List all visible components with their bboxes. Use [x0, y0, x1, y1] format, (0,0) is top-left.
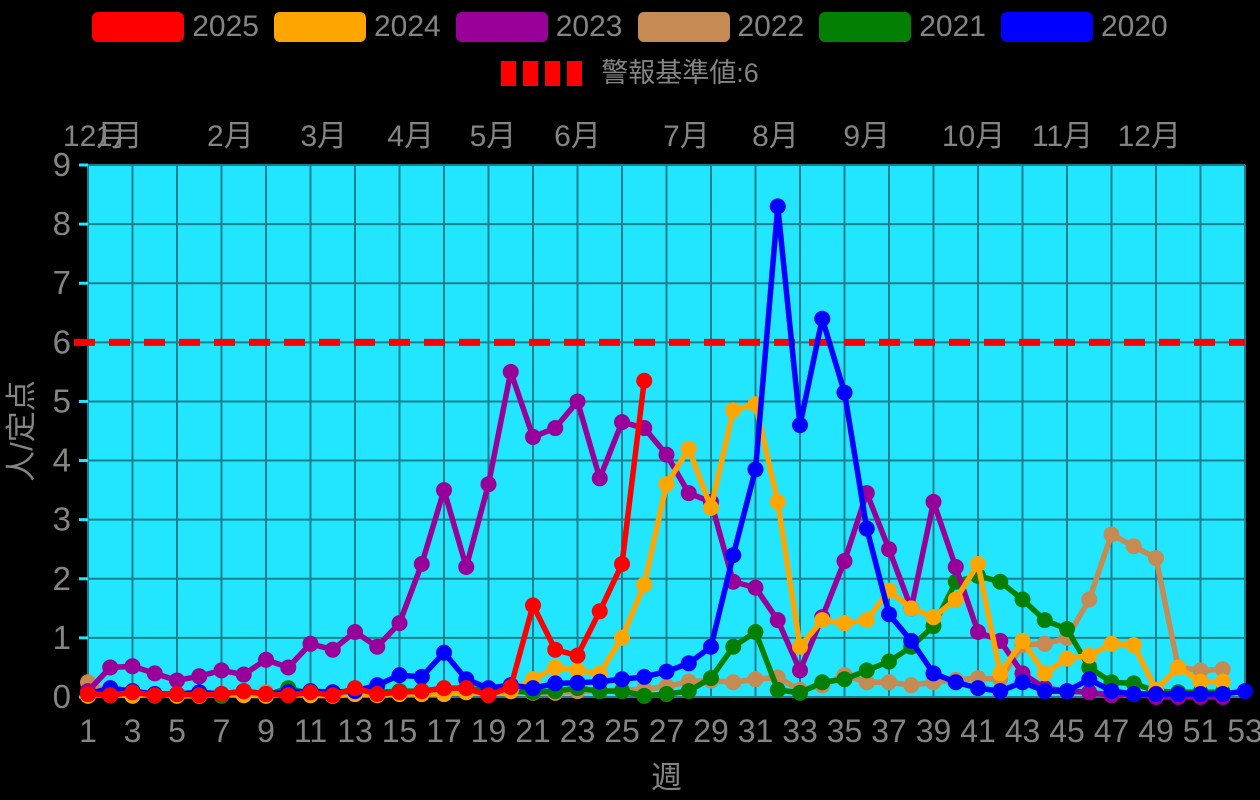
y-axis-title: 人/定点 — [4, 380, 39, 482]
svg-text:49: 49 — [1138, 713, 1174, 749]
legend-item-2021: 2021 — [819, 12, 986, 42]
legend-label: 2023 — [555, 10, 623, 43]
legend-item-2025: 2025 — [92, 12, 259, 42]
legend-item-2020: 2020 — [1001, 12, 1168, 42]
svg-text:3: 3 — [124, 713, 142, 749]
svg-text:11月: 11月 — [1032, 120, 1093, 153]
svg-text:1月: 1月 — [96, 120, 143, 153]
threshold-legend: 警報基準値:6 — [0, 60, 1260, 87]
svg-text:39: 39 — [916, 713, 952, 749]
svg-text:3: 3 — [53, 501, 71, 538]
svg-text:41: 41 — [960, 713, 996, 749]
svg-text:45: 45 — [1049, 713, 1085, 749]
x-axis-labels: 1 3 5 7 9 11 13 15 17 19 21 23 25 27 29 31 33 35 37 39 41 43 4… — [79, 713, 1260, 749]
svg-text:10月: 10月 — [942, 120, 1005, 153]
svg-text:12月: 12月 — [63, 120, 126, 153]
svg-text:25: 25 — [604, 713, 640, 749]
svg-text:13: 13 — [337, 713, 373, 749]
svg-text:31: 31 — [738, 713, 774, 749]
legend-item-2024: 2024 — [274, 12, 441, 42]
svg-text:6月: 6月 — [554, 120, 601, 153]
svg-text:2: 2 — [53, 560, 71, 597]
svg-text:5月: 5月 — [470, 120, 517, 153]
svg-text:9: 9 — [257, 713, 275, 749]
svg-text:23: 23 — [560, 713, 596, 749]
svg-text:11: 11 — [294, 713, 327, 749]
svg-text:17: 17 — [426, 713, 462, 749]
svg-text:0: 0 — [53, 678, 71, 715]
svg-text:43: 43 — [1005, 713, 1041, 749]
legend-swatch-2025 — [92, 12, 185, 42]
svg-text:29: 29 — [693, 713, 729, 749]
y-axis-ticks — [79, 163, 88, 699]
svg-text:5: 5 — [168, 713, 186, 749]
y-axis-labels: 0 1 2 3 4 5 6 7 8 9 — [53, 146, 71, 715]
svg-text:7: 7 — [213, 713, 231, 749]
svg-text:37: 37 — [871, 713, 907, 749]
x-axis-title: 週 — [651, 760, 682, 795]
svg-text:21: 21 — [515, 713, 551, 749]
legend-item-2022: 2022 — [637, 10, 805, 43]
svg-text:19: 19 — [471, 713, 507, 749]
svg-text:51: 51 — [1183, 713, 1219, 749]
svg-text:4月: 4月 — [387, 120, 434, 153]
svg-text:8月: 8月 — [752, 120, 799, 153]
series-2025 — [80, 372, 653, 704]
legend-label: 2022 — [737, 10, 805, 43]
svg-text:4: 4 — [53, 442, 71, 479]
threshold-line-sample-icon — [501, 61, 590, 86]
svg-text:7月: 7月 — [663, 120, 710, 153]
svg-text:1: 1 — [79, 713, 97, 749]
svg-text:27: 27 — [649, 713, 685, 749]
svg-text:47: 47 — [1094, 713, 1130, 749]
svg-text:2月: 2月 — [207, 120, 254, 153]
threshold-label: 警報基準値:6 — [601, 58, 759, 88]
svg-text:33: 33 — [782, 713, 818, 749]
svg-text:12月: 12月 — [1118, 120, 1181, 153]
legend-label: 2025 — [192, 10, 259, 43]
svg-text:8: 8 — [53, 205, 71, 242]
svg-text:35: 35 — [827, 713, 863, 749]
legend-swatch-2021 — [819, 12, 912, 42]
legend-label: 2020 — [1101, 10, 1168, 43]
svg-text:9月: 9月 — [843, 120, 890, 153]
legend-swatch-2022 — [637, 12, 730, 42]
svg-text:1: 1 — [53, 619, 71, 656]
legend-label: 2024 — [374, 10, 441, 43]
svg-text:5: 5 — [53, 382, 71, 419]
svg-text:3月: 3月 — [301, 120, 348, 153]
legend-item-2023: 2023 — [455, 10, 623, 43]
svg-text:53: 53 — [1227, 713, 1260, 749]
legend-label: 2021 — [919, 10, 986, 43]
legend-swatch-2020 — [1001, 12, 1093, 42]
svg-text:9: 9 — [53, 146, 71, 183]
legend-swatch-2023 — [455, 12, 548, 42]
svg-text:7: 7 — [53, 264, 71, 301]
svg-text:15: 15 — [382, 713, 418, 749]
legend-swatch-2024 — [274, 12, 366, 42]
legend: 2025 2024 2023 2022 2021 2020 — [0, 12, 1260, 42]
svg-text:6: 6 — [53, 323, 71, 360]
